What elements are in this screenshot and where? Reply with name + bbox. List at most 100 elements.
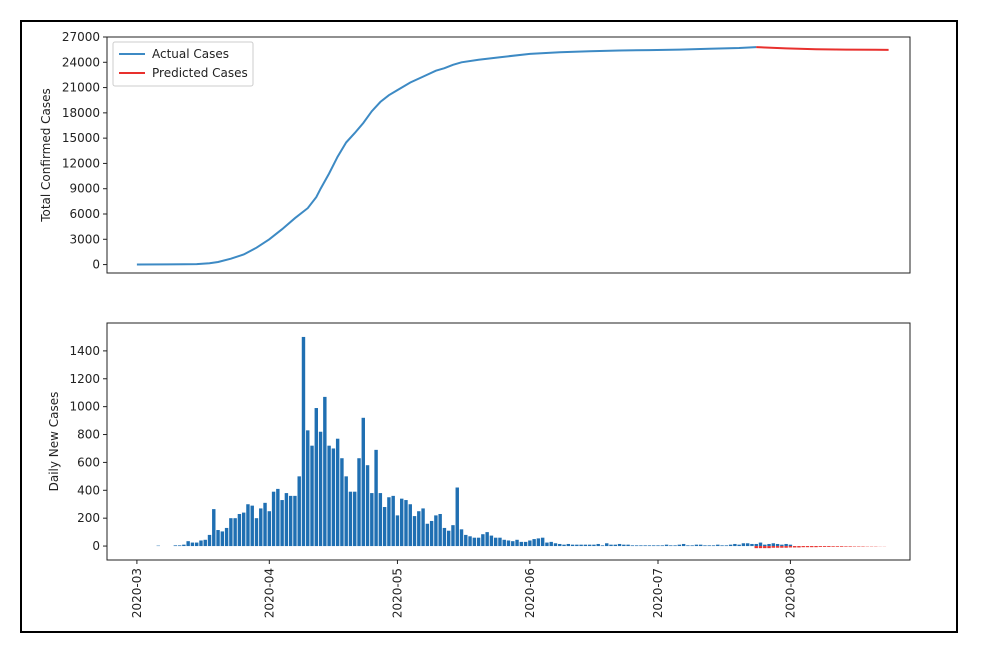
daily-cases-bar [690,545,694,547]
predicted-daily-bar [831,546,835,547]
daily-cases-bar [353,491,357,547]
daily-cases-bar [485,532,489,547]
predicted-daily-bar [767,546,771,549]
daily-cases-bar [412,516,417,547]
daily-cases-bar [194,542,199,547]
daily-cases-bar [613,544,617,547]
daily-cases-bar [540,537,545,547]
daily-cases-bar [468,536,472,547]
daily-cases-bar [515,539,519,547]
daily-cases-bar [382,507,387,547]
daily-cases-bar [186,541,190,547]
daily-cases-bar [280,500,284,547]
predicted-daily-bar [788,546,793,548]
daily-y-tick-label: 0 [92,539,100,553]
daily-cases-bar [745,543,750,547]
daily-cases-bar [681,543,686,547]
daily-cases-bar [220,531,225,547]
daily-cases-bar [609,544,613,547]
daily-cases-bar [502,539,506,547]
daily-y-tick-label: 800 [77,428,100,442]
daily-cases-bar [224,527,229,547]
predicted-daily-bar [775,546,780,548]
daily-cases-bar [536,538,541,547]
daily-cases-bar [421,508,425,547]
daily-cases-bar [626,544,630,547]
legend-label-actual: Actual Cases [152,47,229,61]
daily-cases-bar [207,534,212,547]
daily-cases-bar [297,476,301,547]
predicted-daily-bar [848,546,852,547]
predicted-daily-bar [827,546,831,547]
daily-cases-bar [293,495,297,547]
daily-cases-bar [212,509,216,547]
daily-cases-bar [758,542,763,547]
daily-cases-bar [549,541,553,547]
daily-cases-bar [246,504,250,547]
daily-cases-bar [720,545,724,547]
daily-y-tick-label: 1400 [69,344,100,358]
daily-cases-bar [233,518,237,547]
daily-cases-bar [493,537,498,547]
daily-cases-bar [259,508,263,547]
daily-cases-bar [335,438,340,547]
predicted-daily-bar [814,546,818,548]
daily-cases-plot: Daily New Cases 0 200 400 600 800 1000 1200 140… [47,322,911,618]
daily-cases-bar [716,544,720,547]
daily-cases-bar [639,545,643,547]
daily-cases-bar [763,544,767,547]
daily-cases-bar [446,530,451,547]
daily-cases-bar [323,396,327,547]
daily-cases-bar [775,543,780,547]
daily-cases-bar [182,544,186,547]
daily-cases-bar [429,520,434,547]
daily-cases-bar [459,529,464,547]
predicted-daily-bar [792,546,797,548]
daily-cases-bar [237,513,242,547]
daily-cases-y-ticks: 0 200 400 600 800 1000 1200 1400 [69,344,107,553]
chart-figure: Total Confirmed Cases 030006000900012000… [39,30,911,618]
predicted-cases-line [756,46,889,51]
daily-cases-bar [664,544,669,547]
daily-cases-bar [528,540,532,547]
daily-cases-bar [434,515,438,547]
daily-cases-bar [348,491,353,547]
x-tick-label: 2020-03 [130,568,144,618]
daily-cases-bar [476,537,481,547]
daily-cases-bar [361,417,365,547]
total-cases-axes-frame [106,36,911,274]
daily-cases-bar [276,488,280,547]
x-tick-label: 2020-04 [262,568,276,618]
predicted-daily-bar [780,546,784,548]
total-y-tick-label: 12000 [62,156,100,170]
daily-cases-bar [711,545,716,547]
daily-cases-bar [387,497,391,547]
predicted-daily-bar [839,546,844,547]
daily-cases-bar [425,523,430,547]
daily-cases-bar [545,542,549,547]
daily-cases-bar [498,537,502,547]
daily-cases-bar [284,493,289,547]
x-tick-label: 2020-07 [651,568,665,618]
daily-cases-bar [553,543,558,547]
daily-cases-bar [314,408,318,547]
predicted-daily-bar [784,546,788,548]
daily-cases-bar [310,445,314,547]
figure-frame: Total Confirmed Cases 0 3000 6000 9000 12000… [20,20,958,633]
daily-cases-bar [605,543,609,547]
daily-y-tick-label: 400 [77,483,100,497]
daily-cases-bar [229,518,233,547]
daily-cases-bar [378,493,383,547]
daily-cases-bar [780,544,784,547]
predicted-daily-bar [805,546,810,548]
date-x-ticks: 2020-03 2020-04 2020-05 2020-06 2020-07 2020-… [130,560,797,618]
daily-cases-bar [703,545,707,547]
total-y-tick-label: 9000 [69,182,100,196]
daily-cases-bar [733,543,737,547]
daily-cases-bar [737,544,741,547]
total-cases-y-ticks: 0 3000 6000 9000 12000 15000 18000 21000 24000 27… [62,30,107,272]
daily-cases-bar [532,539,536,547]
daily-cases-bar [784,543,788,547]
predicted-daily-bar [835,546,840,547]
daily-cases-bar [558,543,562,547]
